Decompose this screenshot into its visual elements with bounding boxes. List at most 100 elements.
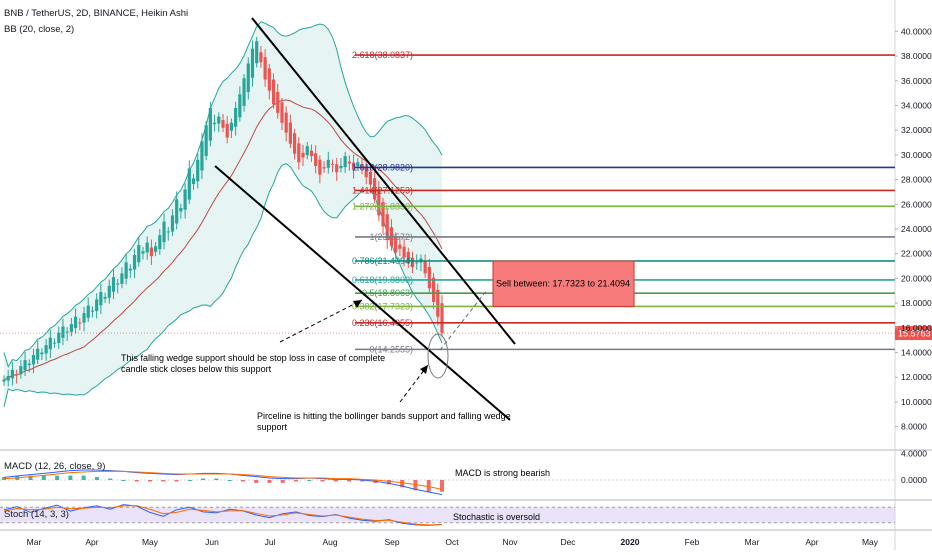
candle-body [107,285,111,298]
candle-body [2,379,6,382]
candle-body [217,116,221,124]
symbol-legend[interactable]: BNB / TetherUS, 2D, BINANCE, Heikin Ashi [4,8,189,19]
macd-histogram-bar [320,480,325,482]
price-tick-label: 16.0000 [901,323,932,333]
macd-histogram-bar [174,480,179,482]
candle-body [95,299,99,312]
pierce-note-line: support [257,422,288,432]
candle-body [103,296,107,299]
candle-body [292,133,297,154]
candle-body [339,166,343,169]
macd-histogram-bar [68,475,73,480]
candle-body [440,303,444,333]
fib-level-label: 1.272(25.8330) [352,201,413,211]
candle-body [86,305,90,318]
candle-body [212,122,217,125]
candle-body [431,277,436,302]
time-axis-label: Feb [685,537,700,547]
bollinger-upper-band [3,21,443,368]
candle-body [364,166,368,178]
arrowhead [353,300,362,308]
candle-body [318,159,322,175]
candle-body [179,208,183,212]
candle-body [427,267,431,289]
wedge-note-arrow [279,299,363,343]
candle-body [31,355,36,365]
candle-body [48,337,52,350]
price-tick-label: 34.0000 [901,100,932,110]
candle-body [145,242,149,253]
macd-tick-label: 0.0000 [901,475,927,485]
candle-body [229,122,234,131]
candle-body [162,221,166,243]
price-tick-label: 36.0000 [901,76,932,86]
price-circle-marker [427,333,449,379]
candle-body [137,245,141,263]
candle-body [301,152,305,158]
last-price-label: 15.5763 [898,329,931,339]
candle-body [158,235,162,250]
candle-body [322,167,326,169]
time-axis-label: Apr [85,537,98,547]
candle-body [410,257,415,268]
candle-body [170,215,175,232]
fib-level-label: 0.786(21.4094) [352,256,413,266]
time-axis-label: Jun [205,537,219,547]
candle-body [128,268,132,271]
macd-histogram-bar [94,477,99,480]
candle-body [52,342,57,344]
macd-histogram-bar [187,480,192,481]
candle-body [373,178,377,200]
candle-body [246,63,250,93]
candle-body [78,322,82,324]
candle-body [225,123,229,138]
time-axis-label: Apr [805,537,818,547]
macd-legend: MACD (12, 26, close, 9) [4,461,105,472]
macd-histogram-bar [294,480,298,482]
macd-histogram-bar [28,475,33,480]
macd-histogram-bar [360,480,365,482]
macd-note: MACD is strong bearish [455,468,550,478]
wedge-upper-line [251,17,516,345]
bb-legend[interactable]: BB (20, close, 2) [4,24,75,35]
price-tick-label: 20.0000 [901,273,932,283]
candle-body [377,188,381,216]
candle-body [116,283,120,285]
candle-body [335,164,339,173]
fib-level-label: 2.618(38.0837) [352,50,413,60]
candle-body [368,171,373,185]
price-tick-label: 30.0000 [901,150,932,160]
candle-body [398,244,402,249]
macd-histogram-bar [81,475,86,480]
candle-body [381,202,385,227]
candle-body [124,262,128,279]
candle-body [90,310,95,312]
macd-tick-label: 4.0000 [901,448,927,458]
macd-histogram-bar [55,475,60,480]
macd-histogram-bar [426,480,431,492]
price-tick-label: 26.0000 [901,199,932,209]
fib-level-label: 0.236(16.4055) [352,318,413,328]
candle-body [221,120,225,128]
arrowhead [420,365,428,374]
macd-signal-line [3,470,443,490]
macd-histogram-bar [254,480,259,483]
candle-body [330,163,335,165]
pierce-note-line: Pirceline is hitting the bollinger bands… [257,411,511,421]
candle-body [406,252,410,264]
candle-body [27,363,31,366]
time-axis-label: Mar [745,537,760,547]
candle-body [120,273,124,284]
macd-histogram-bar [161,480,166,482]
candle-body [36,348,40,360]
stoch-band-fill [0,507,895,523]
time-axis-label: Oct [445,537,459,547]
sell-zone-label: Sell between: 17.7323 to 21.4094 [496,279,630,289]
time-axis-label: May [862,537,879,547]
price-tick-label: 22.0000 [901,249,932,259]
macd-histogram-bar [333,480,338,482]
price-tick-label: 8.0000 [901,422,927,432]
candle-body [187,168,191,200]
